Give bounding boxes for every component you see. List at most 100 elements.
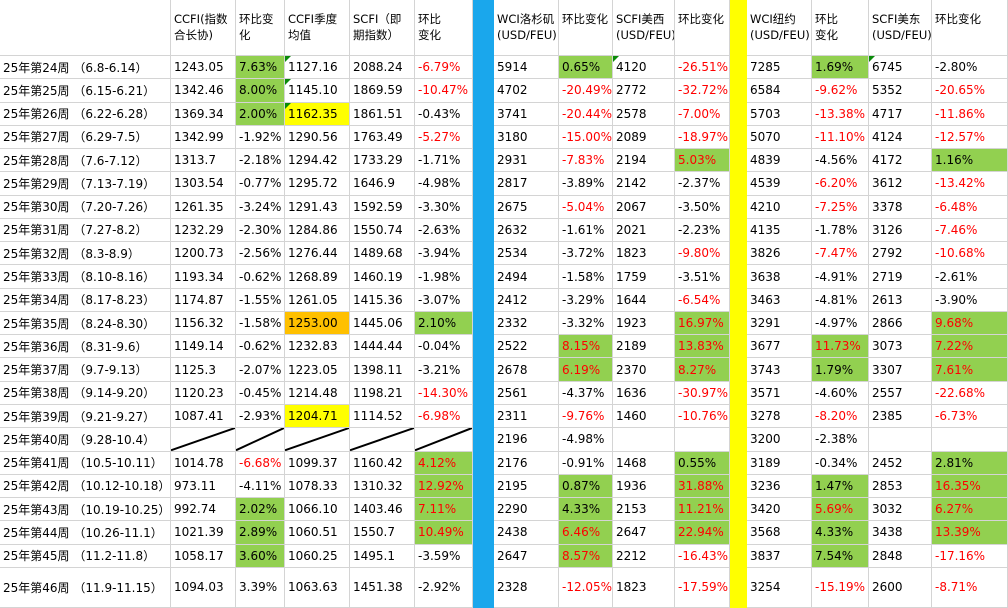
row-label[interactable]: 25年第34周 （8.17-8.23）	[0, 288, 171, 312]
cell-ccfi[interactable]: 1243.05	[171, 56, 236, 80]
cell-wci-ny[interactable]: 3837	[747, 544, 812, 568]
cell-scfi-usw[interactable]: 1460	[613, 404, 675, 429]
row-label[interactable]: 25年第45周 （11.2-11.8）	[0, 544, 171, 568]
cell-ccfi-chg[interactable]: -1.55%	[236, 288, 285, 312]
cell-ccfi-q[interactable]: 1060.25	[285, 544, 350, 568]
cell-wci-ny[interactable]: 3420	[747, 498, 812, 522]
cell-wci-la-chg[interactable]: -4.37%	[559, 381, 613, 405]
cell-scfi-use[interactable]: 3073	[869, 335, 932, 359]
row-label[interactable]: 25年第37周 （9.7-9.13）	[0, 358, 171, 382]
cell-wci-la[interactable]: 2328	[494, 567, 559, 608]
cell-ccfi[interactable]: 1058.17	[171, 544, 236, 568]
cell-scfi-usw[interactable]: 2021	[613, 218, 675, 243]
cell-scfi-usw-chg[interactable]: -26.51%	[675, 56, 730, 80]
cell-scfi-use-chg[interactable]: -22.68%	[932, 381, 1008, 405]
cell-scfi[interactable]: 1592.59	[350, 195, 415, 219]
cell-ccfi[interactable]: 1303.54	[171, 172, 236, 196]
cell-wci-ny-chg[interactable]: -4.56%	[812, 149, 869, 173]
cell-wci-ny[interactable]: 3189	[747, 451, 812, 475]
cell-wci-ny[interactable]: 6584	[747, 79, 812, 103]
cell-ccfi-q[interactable]	[285, 428, 350, 452]
cell-scfi-usw[interactable]: 1759	[613, 265, 675, 289]
cell-wci-la[interactable]: 2176	[494, 451, 559, 475]
cell-scfi-use[interactable]: 2719	[869, 265, 932, 289]
cell-ccfi-chg[interactable]: 7.63%	[236, 56, 285, 80]
cell-ccfi-chg[interactable]: -2.18%	[236, 149, 285, 173]
row-label[interactable]: 25年第29周 （7.13-7.19）	[0, 172, 171, 196]
cell-ccfi-chg[interactable]: -1.92%	[236, 125, 285, 150]
cell-wci-ny[interactable]: 3463	[747, 288, 812, 312]
cell-ccfi[interactable]: 1014.78	[171, 451, 236, 475]
cell-wci-la[interactable]: 3180	[494, 125, 559, 150]
cell-scfi-use-chg[interactable]: -2.61%	[932, 265, 1008, 289]
cell-ccfi-chg[interactable]: -2.07%	[236, 358, 285, 382]
cell-scfi-usw[interactable]: 2067	[613, 195, 675, 219]
row-label[interactable]: 25年第24周 （6.8-6.14）	[0, 56, 171, 80]
cell-scfi-usw[interactable]: 1468	[613, 451, 675, 475]
cell-ccfi-chg[interactable]: -6.68%	[236, 451, 285, 475]
cell-scfi-usw-chg[interactable]: 0.55%	[675, 451, 730, 475]
cell-ccfi-chg[interactable]: -0.62%	[236, 335, 285, 359]
cell-scfi-chg[interactable]: -14.30%	[415, 381, 473, 405]
cell-scfi-use[interactable]: 2613	[869, 288, 932, 312]
cell-wci-la[interactable]: 2561	[494, 381, 559, 405]
cell-scfi-chg[interactable]: -3.59%	[415, 544, 473, 568]
cell-scfi-usw-chg[interactable]: 22.94%	[675, 521, 730, 545]
cell-scfi-chg[interactable]: 12.92%	[415, 474, 473, 499]
cell-wci-la[interactable]: 2494	[494, 265, 559, 289]
cell-scfi-use[interactable]: 4124	[869, 125, 932, 150]
cell-scfi-use-chg[interactable]	[932, 428, 1008, 452]
row-label[interactable]: 25年第31周 （7.27-8.2）	[0, 218, 171, 243]
cell-wci-ny-chg[interactable]: 1.79%	[812, 358, 869, 382]
cell-scfi-usw-chg[interactable]	[675, 428, 730, 452]
cell-scfi-usw-chg[interactable]: -10.76%	[675, 404, 730, 429]
cell-scfi-use[interactable]	[869, 428, 932, 452]
cell-wci-la[interactable]: 2647	[494, 544, 559, 568]
cell-scfi-use-chg[interactable]: 6.27%	[932, 498, 1008, 522]
cell-scfi-usw[interactable]: 2194	[613, 149, 675, 173]
cell-scfi[interactable]: 1489.68	[350, 242, 415, 266]
cell-wci-la[interactable]: 2332	[494, 311, 559, 336]
header-wci-la[interactable]: WCI洛杉矶(USD/FEU)	[494, 0, 559, 56]
cell-ccfi-chg[interactable]: -0.45%	[236, 381, 285, 405]
cell-ccfi-q[interactable]: 1268.89	[285, 265, 350, 289]
row-label[interactable]: 25年第44周 （10.26-11.1）	[0, 521, 171, 545]
cell-scfi-use[interactable]: 4172	[869, 149, 932, 173]
cell-scfi-chg[interactable]: -3.21%	[415, 358, 473, 382]
cell-scfi-chg[interactable]: -10.47%	[415, 79, 473, 103]
cell-scfi[interactable]: 1861.51	[350, 102, 415, 126]
cell-scfi-usw-chg[interactable]: -2.37%	[675, 172, 730, 196]
cell-scfi-chg[interactable]: -2.92%	[415, 567, 473, 608]
cell-ccfi-chg[interactable]: -0.62%	[236, 265, 285, 289]
cell-ccfi-q[interactable]: 1291.43	[285, 195, 350, 219]
cell-wci-la-chg[interactable]: 0.65%	[559, 56, 613, 80]
row-label[interactable]: 25年第38周 （9.14-9.20）	[0, 381, 171, 405]
cell-scfi-usw-chg[interactable]: -6.54%	[675, 288, 730, 312]
cell-scfi[interactable]: 1198.21	[350, 381, 415, 405]
cell-scfi-use-chg[interactable]: -20.65%	[932, 79, 1008, 103]
cell-wci-ny-chg[interactable]: 1.69%	[812, 56, 869, 80]
cell-ccfi[interactable]: 1313.7	[171, 149, 236, 173]
row-label[interactable]: 25年第33周 （8.10-8.16）	[0, 265, 171, 289]
cell-wci-ny[interactable]: 5070	[747, 125, 812, 150]
cell-ccfi-q[interactable]: 1232.83	[285, 335, 350, 359]
cell-scfi-chg[interactable]: -3.30%	[415, 195, 473, 219]
cell-ccfi[interactable]: 992.74	[171, 498, 236, 522]
header-week[interactable]	[0, 0, 171, 56]
cell-wci-la[interactable]: 2632	[494, 218, 559, 243]
header-wci-ny[interactable]: WCI纽约(USD/FEU)	[747, 0, 812, 56]
cell-wci-la[interactable]: 5914	[494, 56, 559, 80]
cell-ccfi[interactable]: 1369.34	[171, 102, 236, 126]
cell-scfi-use[interactable]: 2853	[869, 474, 932, 499]
cell-scfi[interactable]: 1646.9	[350, 172, 415, 196]
cell-wci-ny-chg[interactable]: -8.20%	[812, 404, 869, 429]
cell-ccfi-q[interactable]: 1099.37	[285, 451, 350, 475]
cell-wci-ny-chg[interactable]: -9.62%	[812, 79, 869, 103]
row-label[interactable]: 25年第32周 （8.3-8.9）	[0, 242, 171, 266]
cell-wci-la-chg[interactable]: -3.89%	[559, 172, 613, 196]
cell-wci-la-chg[interactable]: -1.61%	[559, 218, 613, 243]
cell-scfi-use-chg[interactable]: -11.86%	[932, 102, 1008, 126]
cell-wci-la-chg[interactable]: 6.46%	[559, 521, 613, 545]
cell-wci-la-chg[interactable]: -20.44%	[559, 102, 613, 126]
cell-scfi-use-chg[interactable]: 9.68%	[932, 311, 1008, 336]
